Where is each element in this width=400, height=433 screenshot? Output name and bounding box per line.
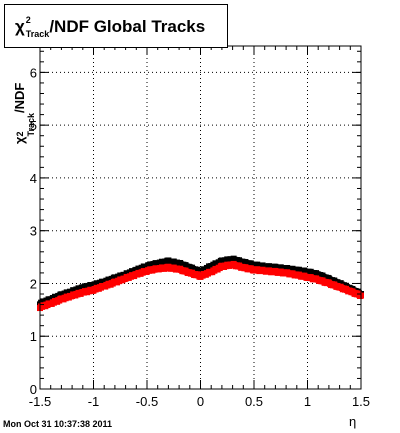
y-tick-label: 3 [30,224,37,239]
y-tick-label: 5 [30,118,37,133]
title-sup: 2 [25,15,31,25]
x-tick-label: -1 [88,394,100,409]
title-chi: χ [15,17,25,36]
x-tick-label: 0.5 [245,394,263,409]
y-tick-label: 0 [30,382,37,397]
timestamp: Mon Oct 31 10:37:38 2011 [3,419,113,429]
title-box: χ 2 Track/NDF Global Tracks [4,4,228,48]
ylabel-chi: χ [12,136,27,144]
ylabel-rest: /NDF [12,82,27,113]
y-tick-label: 2 [30,276,37,291]
ylabel-sup: 2 [15,131,25,137]
plot-frame [39,45,362,390]
y-tick-label: 6 [30,65,37,80]
data-points [37,255,364,312]
axis-ticks [39,46,362,390]
y-tick-label: 4 [30,171,37,186]
grid-lines [40,46,361,389]
title-sub: Track [25,29,50,39]
series-1 [37,260,364,312]
x-axis-label: η [349,414,357,429]
y-axis-label: χ 2 Track/NDF [12,44,36,144]
ylabel-sub: Track [26,112,36,137]
y-tick-label: 1 [30,329,37,344]
chart-title: χ 2 Track/NDF Global Tracks [15,5,205,49]
x-tick-label: 1.5 [352,394,370,409]
title-rest: /NDF Global Tracks [49,17,206,36]
x-tick-label: 0 [197,394,204,409]
x-tick-label: -1.5 [29,394,51,409]
x-tick-label: 1 [304,394,311,409]
x-tick-label: -0.5 [136,394,158,409]
tick-labels: -1.5 -1 -0.5 0 0.5 1 1.5 0 1 2 3 4 5 6 [29,65,370,409]
